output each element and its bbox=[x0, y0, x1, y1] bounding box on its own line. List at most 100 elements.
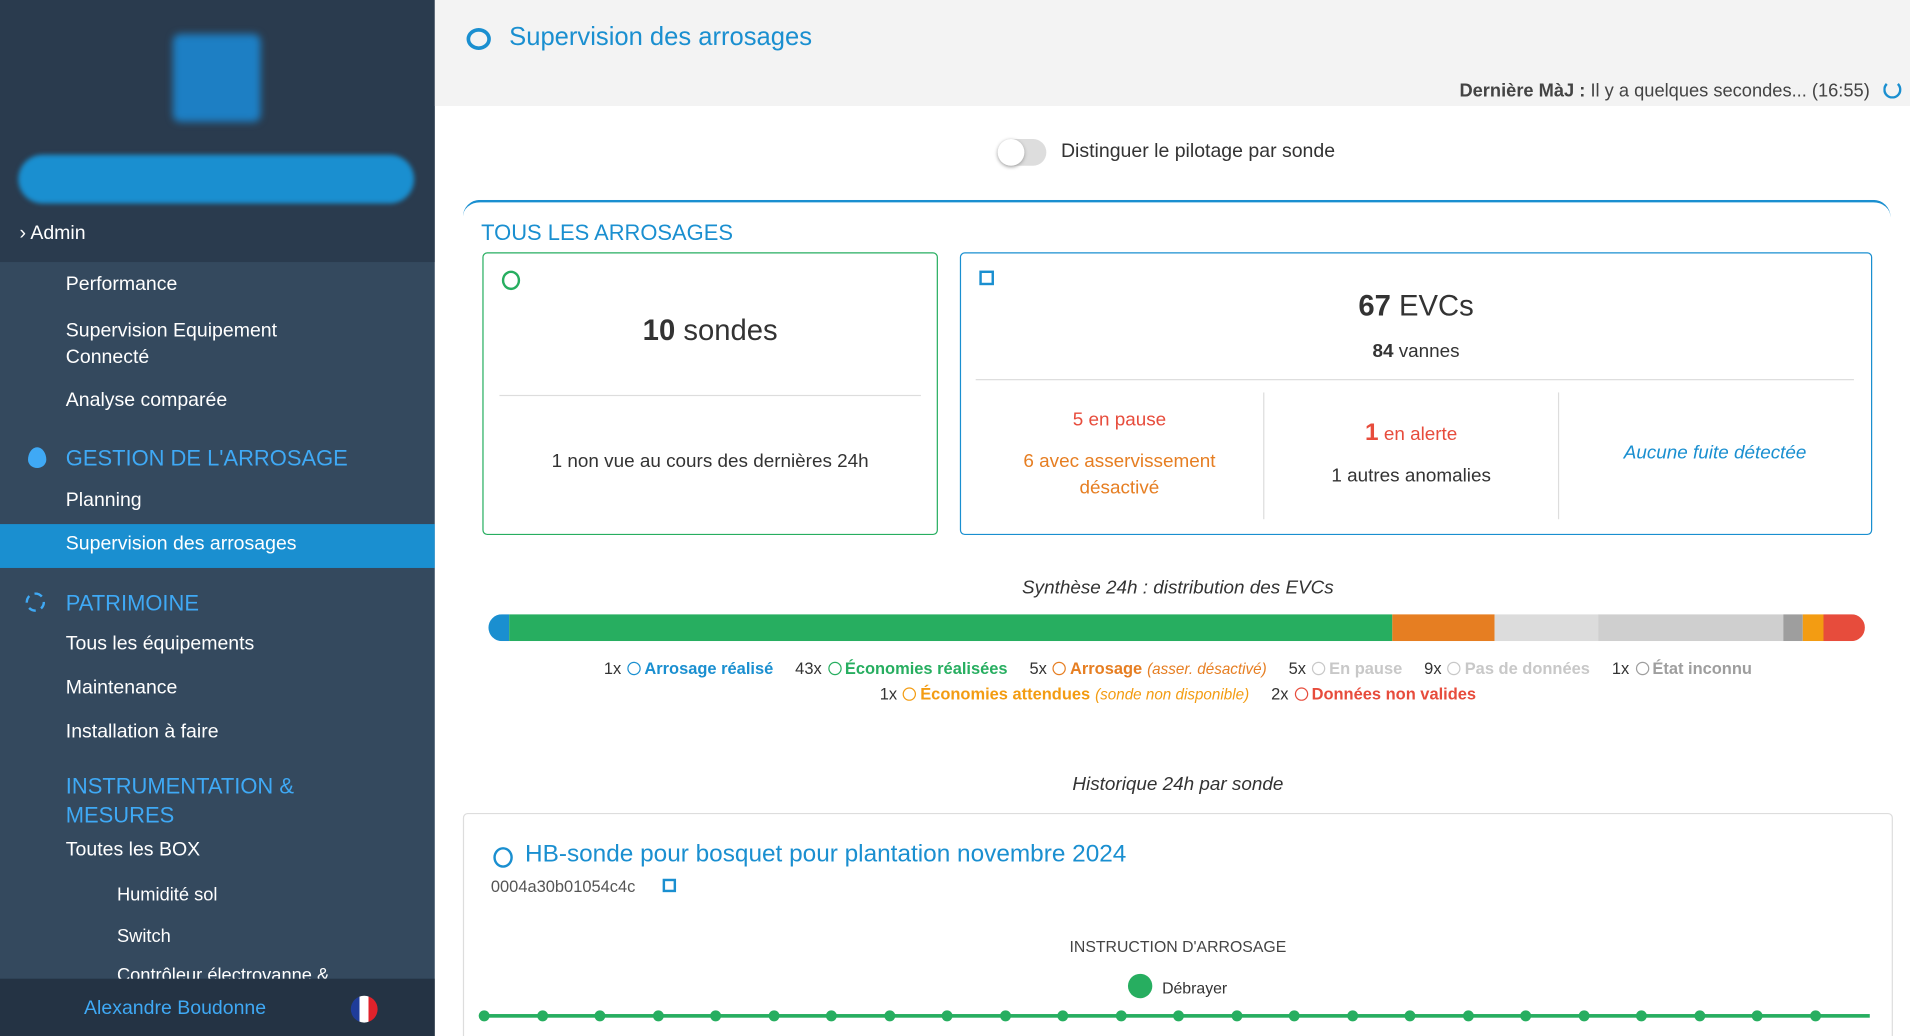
menu-item[interactable]: Humidité sol bbox=[116, 884, 218, 906]
legend-item[interactable]: 9x Pas de données bbox=[1424, 659, 1590, 677]
timeline-dot bbox=[1693, 1010, 1705, 1022]
bar-segment bbox=[1803, 614, 1824, 642]
section-frame bbox=[462, 199, 1891, 251]
sidebar: › Admin Performance Supervision Equipeme… bbox=[0, 0, 435, 1036]
legend-note: (sonde non disponible) bbox=[1095, 686, 1250, 704]
leak-status: Aucune fuite détectée bbox=[1623, 442, 1807, 464]
toggle-label: Distinguer le pilotage par sonde bbox=[1060, 141, 1336, 163]
history-title: Historique 24h par sonde bbox=[1072, 773, 1284, 795]
legend-item[interactable]: 1x État inconnu bbox=[1612, 659, 1752, 677]
distribution-bar bbox=[488, 614, 1865, 642]
last-update: Dernière MàJ : Il y a quelques secondes.… bbox=[1459, 80, 1869, 101]
timeline-dot bbox=[652, 1010, 664, 1022]
legend-icon bbox=[1447, 661, 1462, 676]
bar-segment bbox=[1597, 614, 1783, 642]
timeline-dot bbox=[1404, 1010, 1416, 1022]
menu-item[interactable]: Toutes les BOX bbox=[65, 839, 201, 861]
alert-count: 1 bbox=[1365, 419, 1379, 447]
menu-item[interactable]: Switch bbox=[116, 926, 171, 948]
legend-item[interactable]: 1x Économies attendues (sonde non disponib… bbox=[880, 685, 1249, 703]
menu-item-active[interactable]: Supervision des arrosages bbox=[65, 533, 297, 555]
legend-count: 1x bbox=[1611, 659, 1630, 678]
user-name[interactable]: Alexandre Boudonne bbox=[84, 998, 267, 1019]
legend-label: Données non valides bbox=[1311, 684, 1477, 704]
timeline-dot bbox=[536, 1010, 548, 1022]
pause-count: 5 bbox=[1072, 409, 1084, 431]
menu-item[interactable]: Planning bbox=[65, 489, 142, 511]
legend-count: 1x bbox=[879, 684, 898, 704]
distribution-legend: 1x Arrosage réalisé 43x Économies réalisées… bbox=[544, 659, 1811, 703]
sondes-note-count: 1 bbox=[551, 450, 563, 472]
external-link[interactable] bbox=[662, 878, 677, 893]
menu-item[interactable]: Performance bbox=[65, 274, 178, 295]
anomalies-count: 1 bbox=[1331, 465, 1342, 487]
timeline-dot bbox=[1346, 1010, 1358, 1022]
timeline-dot bbox=[1057, 1010, 1069, 1022]
evcs-unit: EVCs bbox=[1398, 290, 1474, 323]
legend-item[interactable]: 5x En pause bbox=[1289, 659, 1403, 677]
section-title[interactable]: GESTION DE L'ARROSAGE bbox=[65, 446, 348, 471]
pause-label: en pause bbox=[1088, 409, 1167, 431]
patrimoine-icon bbox=[25, 592, 46, 612]
timeline-dot bbox=[941, 1010, 953, 1022]
timeline-dot bbox=[1809, 1010, 1821, 1022]
legend-icon bbox=[1312, 661, 1326, 676]
legend-item[interactable]: 2x Données non valides bbox=[1271, 685, 1476, 703]
admin-label: Admin bbox=[30, 223, 86, 244]
timeline-dot bbox=[478, 1010, 490, 1022]
sondes-count: 10 bbox=[642, 314, 676, 348]
site-selector[interactable] bbox=[18, 154, 415, 204]
section-title[interactable]: PATRIMOINE bbox=[65, 591, 199, 616]
legend-label: Économies réalisées bbox=[844, 659, 1008, 678]
legend-label: Arrosage réalisé bbox=[644, 659, 774, 678]
evc-icon bbox=[979, 270, 994, 286]
section-title[interactable]: INSTRUMENTATION & MESURES bbox=[65, 773, 294, 828]
legend-count: 9x bbox=[1424, 659, 1442, 678]
legend-label: État inconnu bbox=[1652, 659, 1752, 678]
instruction: Débrayer bbox=[1162, 978, 1228, 997]
probe-card: HB-sonde pour bosquet pour plantation no… bbox=[462, 812, 1893, 1036]
page-title: Supervision des arrosages bbox=[509, 23, 813, 52]
legend-count: 5x bbox=[1288, 659, 1306, 678]
legend-item[interactable]: 5x Arrosage (asser. désactivé) bbox=[1029, 659, 1266, 677]
toggle[interactable] bbox=[997, 138, 1047, 166]
legend-icon bbox=[903, 687, 917, 701]
distribution-title: Synthèse 24h : distribution des EVCs bbox=[1022, 577, 1334, 599]
flag-fr[interactable] bbox=[350, 995, 378, 1023]
probe-icon bbox=[493, 847, 513, 868]
menu-item[interactable]: Tous les équipements bbox=[65, 633, 255, 655]
menu-item[interactable]: Installation à faire bbox=[65, 721, 219, 743]
menu-item[interactable]: Analyse comparée bbox=[65, 390, 228, 411]
menu-item[interactable]: Maintenance bbox=[65, 677, 178, 699]
legend-count: 2x bbox=[1271, 684, 1289, 704]
admin-menu[interactable]: › Admin bbox=[19, 223, 86, 244]
legend-item[interactable]: 43x Économies réalisées bbox=[795, 659, 1007, 677]
anomalies-label: autres anomalies bbox=[1347, 465, 1491, 487]
active-item-bg bbox=[0, 524, 435, 568]
legend-icon bbox=[1052, 661, 1067, 676]
vannes-label: vannes bbox=[1398, 341, 1460, 362]
probe-name[interactable]: HB-sonde pour bosquet pour plantation no… bbox=[525, 840, 1127, 868]
alert-label: en alerte bbox=[1383, 424, 1458, 445]
logo bbox=[172, 34, 261, 122]
legend-item[interactable]: 1x Arrosage réalisé bbox=[604, 659, 773, 677]
refresh-button[interactable] bbox=[1883, 80, 1902, 99]
bar-segment bbox=[488, 614, 509, 642]
instruction-title: INSTRUCTION D'ARROSAGE bbox=[1069, 937, 1287, 956]
timeline-dot bbox=[1115, 1010, 1127, 1022]
timeline bbox=[478, 1010, 1870, 1022]
timeline-dot bbox=[1635, 1010, 1647, 1022]
sondes-note: non vue au cours des dernières 24h bbox=[567, 450, 869, 472]
eye-icon bbox=[466, 28, 491, 50]
main: Supervision des arrosages Dernière MàJ :… bbox=[434, 0, 1910, 1036]
timeline-dot bbox=[825, 1010, 837, 1022]
legend-count: 1x bbox=[603, 659, 622, 678]
timeline-dot bbox=[1173, 1010, 1184, 1022]
menu-item[interactable]: Supervision Equipement Connecté bbox=[65, 320, 278, 369]
bar-segment bbox=[1823, 614, 1865, 642]
timeline-dot bbox=[1462, 1010, 1474, 1022]
legend-note: (asser. désactivé) bbox=[1147, 660, 1267, 678]
legend-icon bbox=[827, 661, 842, 676]
